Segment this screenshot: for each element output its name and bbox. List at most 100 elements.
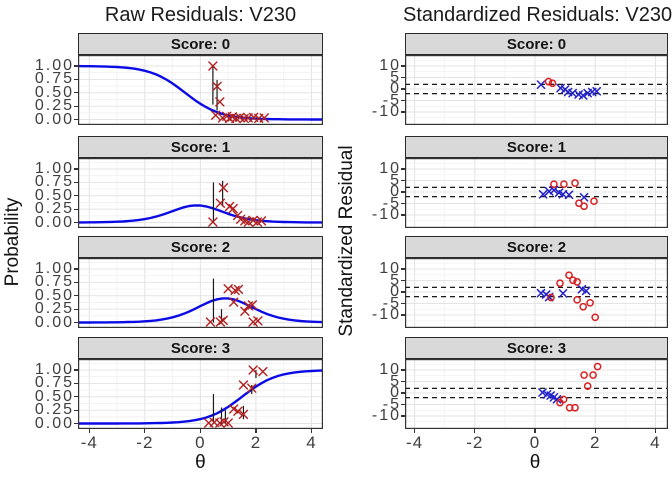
- axis-tick: [594, 429, 596, 433]
- raw-panel-score-3: [78, 359, 323, 429]
- axis-tick: [401, 168, 405, 170]
- y-tick-label: 10: [379, 361, 401, 378]
- axis-tick: [401, 99, 405, 102]
- axis-tick: [414, 429, 416, 433]
- axis-tick: [199, 429, 201, 433]
- y-tick-label: 5: [390, 171, 401, 189]
- y-tick-label: -5: [382, 395, 401, 413]
- facet-strip-label: Score: 2: [170, 238, 231, 256]
- axis-tick: [401, 291, 405, 293]
- axis-tick: [74, 65, 78, 67]
- x-tick-label: 2: [250, 433, 262, 452]
- x-tick-label: 4: [650, 433, 661, 452]
- axis-tick: [74, 118, 78, 121]
- y-tick-label: -10: [371, 103, 401, 120]
- x-tick-label: -4: [406, 433, 424, 452]
- axis-tick: [144, 429, 146, 433]
- axis-tick: [401, 191, 405, 193]
- axis-tick: [401, 403, 405, 406]
- std-chart-title: Standardized Residuals: V230: [403, 4, 672, 26]
- axis-tick: [74, 195, 78, 197]
- axis-tick: [74, 92, 78, 94]
- axis-tick: [401, 214, 405, 216]
- axis-tick: [474, 429, 476, 433]
- axis-tick: [401, 392, 405, 394]
- x-tick-label: 0: [529, 433, 541, 452]
- facet-strip: Score: 0: [78, 33, 323, 55]
- y-tick-label: 0.00: [34, 414, 74, 432]
- axis-tick: [401, 179, 405, 182]
- std-panel-score-3: [405, 359, 668, 429]
- x-tick-label: 2: [589, 433, 601, 452]
- std-panel-score-2: [405, 258, 668, 328]
- y-tick-label: 0.00: [34, 313, 74, 331]
- y-tick-label: 5: [390, 271, 401, 289]
- axis-tick: [74, 321, 78, 324]
- axis-tick: [310, 429, 313, 433]
- y-tick-label: 0.50: [34, 186, 74, 204]
- axis-tick: [401, 302, 405, 305]
- facet-strip-label: Score: 3: [170, 339, 231, 357]
- y-tick-label: 0.25: [34, 300, 74, 318]
- axis-tick: [74, 369, 78, 371]
- std-panel-score-0: [405, 55, 668, 125]
- y-tick-label: -10: [371, 306, 401, 323]
- y-tick-label: 0.00: [34, 213, 74, 231]
- facet-strip: Score: 0: [405, 33, 668, 55]
- axis-tick: [255, 429, 257, 433]
- x-tick-label: -4: [80, 433, 98, 452]
- axis-tick: [401, 88, 405, 90]
- y-tick-label: -10: [371, 206, 401, 223]
- facet-strip: Score: 3: [405, 337, 668, 359]
- axis-tick: [74, 281, 78, 283]
- y-tick-label: 5: [390, 372, 401, 390]
- axis-tick: [74, 105, 78, 107]
- facet-strip-label: Score: 1: [170, 138, 231, 156]
- raw-panel-score-1: [78, 158, 323, 228]
- theta-axis-label: θ: [529, 452, 541, 473]
- axis-tick: [74, 422, 78, 425]
- y-tick-label: 0.50: [34, 83, 74, 101]
- axis-tick: [74, 295, 78, 297]
- axis-tick: [401, 415, 405, 417]
- axis-tick: [401, 314, 405, 316]
- axis-tick: [74, 168, 78, 170]
- y-tick-label: 0: [390, 183, 401, 200]
- axis-tick: [401, 268, 405, 270]
- axis-tick: [654, 429, 656, 433]
- x-tick-label: 4: [306, 433, 317, 452]
- raw-chart-title: Raw Residuals: V230: [104, 4, 297, 26]
- theta-axis-label: θ: [195, 452, 206, 473]
- x-tick-label: -2: [136, 433, 154, 452]
- facet-strip: Score: 2: [405, 236, 668, 258]
- y-tick-label: 1.00: [34, 160, 74, 177]
- facet-strip-label: Score: 0: [506, 35, 567, 53]
- axis-tick: [74, 78, 78, 80]
- y-tick-label: 10: [379, 160, 401, 177]
- y-tick-label: 0.25: [34, 401, 74, 419]
- facet-strip-label: Score: 0: [170, 35, 231, 53]
- raw-panel-score-0: [78, 55, 323, 125]
- axis-tick: [74, 181, 78, 183]
- axis-tick: [401, 76, 405, 79]
- y-tick-label: 0.50: [34, 286, 74, 304]
- y-tick-label: 0: [390, 80, 401, 97]
- facet-strip-label: Score: 1: [506, 138, 567, 156]
- axis-tick: [74, 409, 78, 411]
- y-tick-label: 10: [379, 57, 401, 74]
- y-tick-label: 0.75: [34, 374, 74, 392]
- y-tick-label: 0: [390, 283, 401, 300]
- std-panel-score-1: [405, 158, 668, 228]
- x-tick-label: 0: [195, 433, 206, 452]
- facet-strip-label: Score: 2: [506, 238, 567, 256]
- axis-tick: [401, 380, 405, 383]
- y-tick-label: 1.00: [34, 260, 74, 277]
- axis-tick: [401, 65, 405, 67]
- facet-strip: Score: 2: [78, 236, 323, 258]
- axis-tick: [74, 221, 78, 224]
- y-tick-label: 1.00: [34, 361, 74, 378]
- x-tick-label: -2: [466, 433, 484, 452]
- y-tick-label: 0.25: [34, 97, 74, 115]
- axis-tick: [74, 208, 78, 210]
